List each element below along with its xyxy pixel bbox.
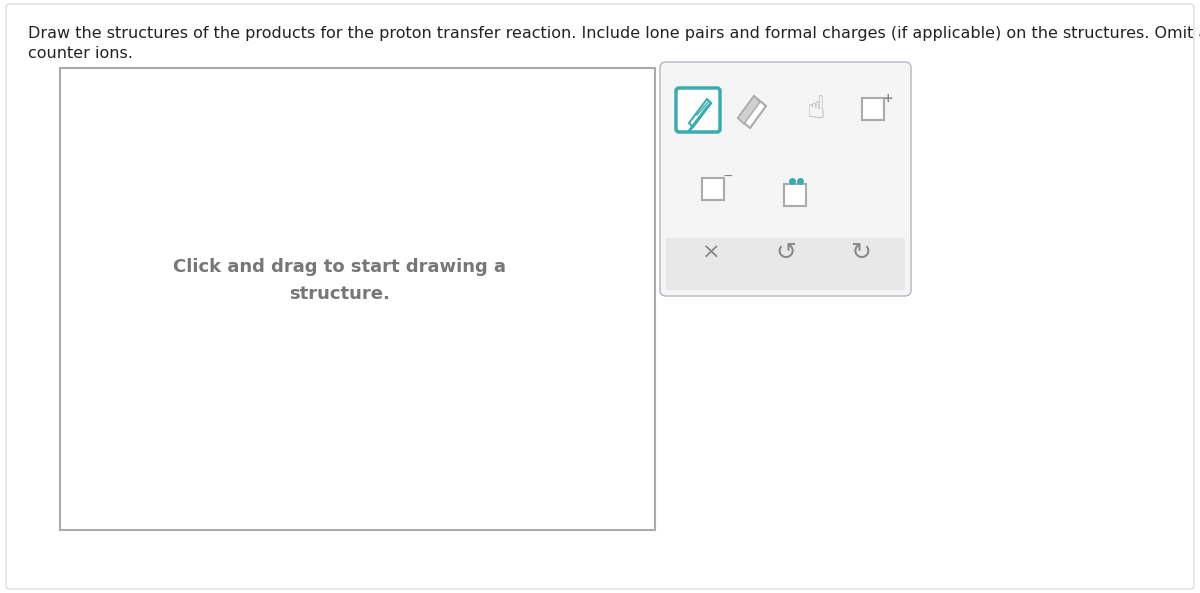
Text: ☝: ☝ [806,95,826,125]
Bar [862,98,884,120]
FancyBboxPatch shape [660,62,911,296]
Text: +: + [883,91,893,104]
Bar [784,184,806,206]
Bar [702,178,724,200]
FancyBboxPatch shape [6,4,1194,589]
FancyBboxPatch shape [666,238,905,290]
Text: Click and drag to start drawing a
structure.: Click and drag to start drawing a struct… [173,259,506,302]
Text: ×: × [702,243,720,263]
Bar [60,68,655,530]
Text: counter ions.: counter ions. [28,46,133,61]
Text: −: − [722,170,733,183]
Polygon shape [738,96,766,128]
Polygon shape [738,96,760,124]
Text: ↻: ↻ [851,241,871,265]
Text: ↺: ↺ [775,241,797,265]
FancyBboxPatch shape [676,88,720,132]
Text: Draw the structures of the products for the proton transfer reaction. Include lo: Draw the structures of the products for … [28,26,1200,41]
